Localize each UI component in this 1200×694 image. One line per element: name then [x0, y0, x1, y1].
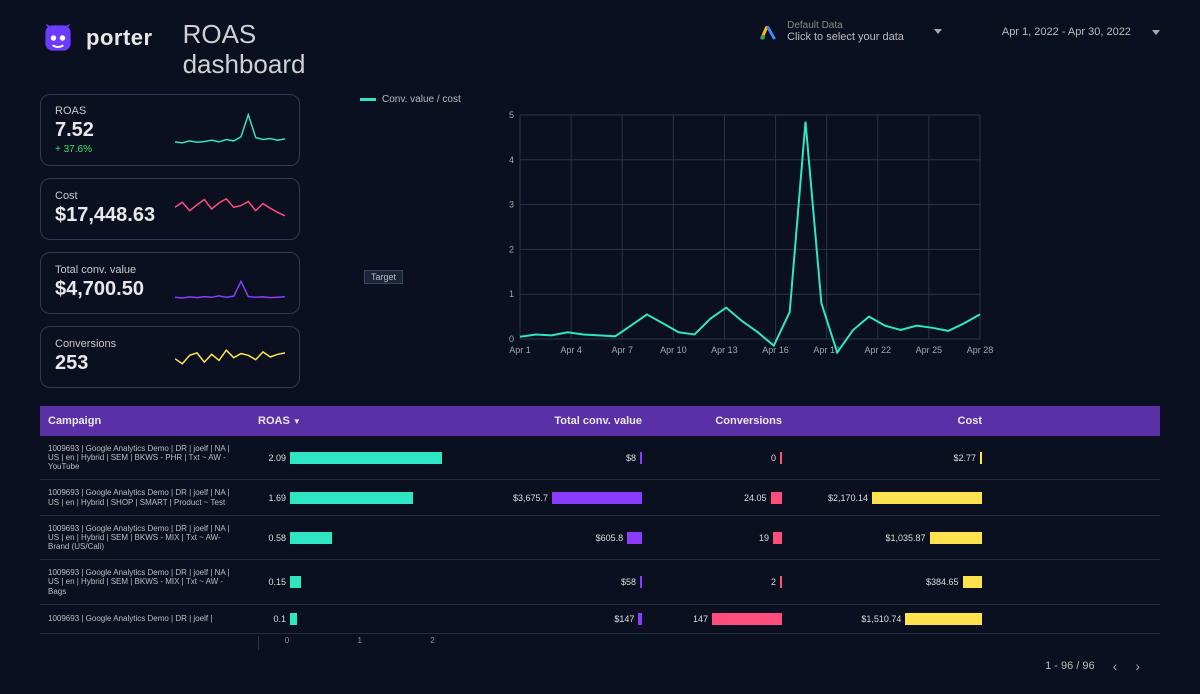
cell-cost: $2,170.14 — [790, 488, 990, 508]
date-range-label: Apr 1, 2022 - Apr 30, 2022 — [1002, 26, 1131, 38]
svg-text:Apr 13: Apr 13 — [711, 345, 738, 355]
cell-cost: $1,510.74 — [790, 609, 990, 629]
main-chart: Conv. value / cost 0 1 2 3 4 5 Apr 1 Apr 4 Apr 7… — [320, 94, 1160, 388]
table-row[interactable]: 1009693 | Google Analytics Demo | DR | j… — [40, 605, 1160, 634]
cell-tcv: $8 — [450, 448, 650, 468]
brand-name: porter — [86, 25, 153, 51]
cell-cost: $384.65 — [790, 572, 990, 592]
cell-conv: 2 — [650, 572, 790, 592]
kpi-label: Conversions — [55, 338, 116, 350]
cell-conv: 24.05 — [650, 488, 790, 508]
kpi-card-roas: ROAS 7.52 + 37.6% — [40, 94, 300, 166]
cell-campaign: 1009693 | Google Analytics Demo | DR | j… — [40, 440, 250, 476]
kpi-value: $4,700.50 — [55, 278, 144, 301]
brand-logo: porter — [40, 20, 153, 56]
cell-conv: 147 — [650, 609, 790, 629]
svg-text:Apr 22: Apr 22 — [865, 345, 892, 355]
cell-cost: $2.77 — [790, 448, 990, 468]
chevron-down-icon — [934, 29, 942, 34]
svg-text:Apr 28: Apr 28 — [967, 345, 994, 355]
line-chart: 0 1 2 3 4 5 Apr 1 Apr 4 Apr 7 Apr 10 Apr 13 Apr 16 A… — [320, 109, 1160, 359]
table-row[interactable]: 1009693 | Google Analytics Demo | DR | j… — [40, 516, 1160, 561]
kpi-label: Total conv. value — [55, 264, 144, 276]
svg-text:3: 3 — [509, 199, 514, 209]
table-row[interactable]: 1009693 | Google Analytics Demo | DR | j… — [40, 480, 1160, 515]
table-pager: 1 - 96 / 96 ‹ › — [40, 658, 1160, 674]
cell-campaign: 1009693 | Google Analytics Demo | DR | j… — [40, 610, 250, 627]
svg-text:Apr 1: Apr 1 — [509, 345, 531, 355]
data-source-sublabel: Default Data — [787, 20, 904, 31]
sparkline — [175, 113, 285, 147]
table-row[interactable]: 1009693 | Google Analytics Demo | DR | j… — [40, 436, 1160, 481]
sparkline — [175, 192, 285, 226]
chart-legend: Conv. value / cost — [360, 94, 1160, 105]
table-header: Campaign ROAS ▼ Total conv. value Conver… — [40, 406, 1160, 436]
svg-text:Apr 4: Apr 4 — [560, 345, 582, 355]
th-campaign[interactable]: Campaign — [40, 411, 250, 431]
cell-conv: 0 — [650, 448, 790, 468]
th-tcv[interactable]: Total conv. value — [450, 411, 650, 431]
cell-campaign: 1009693 | Google Analytics Demo | DR | j… — [40, 484, 250, 510]
svg-text:Apr 10: Apr 10 — [660, 345, 687, 355]
cell-roas: 2.09 — [250, 448, 450, 468]
svg-text:4: 4 — [509, 155, 514, 165]
date-range-picker[interactable]: Apr 1, 2022 - Apr 30, 2022 — [1002, 26, 1160, 38]
th-roas[interactable]: ROAS ▼ — [250, 411, 450, 431]
kpi-card-conv: Conversions 253 — [40, 326, 300, 388]
chevron-down-icon — [1152, 30, 1160, 35]
cell-roas: 0.1 — [250, 609, 450, 629]
table-row[interactable]: 1009693 | Google Analytics Demo | DR | j… — [40, 560, 1160, 605]
kpi-card-cost: Cost $17,448.63 — [40, 178, 300, 240]
legend-label: Conv. value / cost — [382, 94, 461, 105]
cell-roas: 1.69 — [250, 488, 450, 508]
pager-prev[interactable]: ‹ — [1113, 658, 1118, 674]
campaign-table: Campaign ROAS ▼ Total conv. value Conver… — [40, 406, 1160, 674]
kpi-label: Cost — [55, 190, 155, 202]
cell-tcv: $3,675.7 — [450, 488, 650, 508]
svg-text:2: 2 — [509, 244, 514, 254]
cell-roas: 0.15 — [250, 572, 450, 592]
kpi-delta: + 37.6% — [55, 144, 94, 155]
cell-tcv: $605.8 — [450, 528, 650, 548]
data-source-selector[interactable]: Default Data Click to select your data — [759, 20, 942, 43]
pager-text: 1 - 96 / 96 — [1045, 660, 1095, 672]
cell-tcv: $58 — [450, 572, 650, 592]
cell-cost: $1,035.87 — [790, 528, 990, 548]
svg-text:Apr 16: Apr 16 — [762, 345, 789, 355]
pager-next[interactable]: › — [1135, 658, 1140, 674]
porter-logo-icon — [40, 20, 76, 56]
cell-campaign: 1009693 | Google Analytics Demo | DR | j… — [40, 520, 250, 556]
svg-text:Apr 7: Apr 7 — [611, 345, 633, 355]
google-ads-icon — [759, 23, 777, 41]
th-cost[interactable]: Cost — [790, 411, 990, 431]
svg-text:1: 1 — [509, 289, 514, 299]
kpi-label: ROAS — [55, 105, 94, 117]
cell-campaign: 1009693 | Google Analytics Demo | DR | j… — [40, 564, 250, 600]
cell-tcv: $147 — [450, 609, 650, 629]
cell-conv: 19 — [650, 528, 790, 548]
svg-text:5: 5 — [509, 110, 514, 120]
th-conv[interactable]: Conversions — [650, 411, 790, 431]
svg-text:0: 0 — [509, 334, 514, 344]
target-label: Target — [364, 270, 403, 284]
kpi-card-tcv: Total conv. value $4,700.50 — [40, 252, 300, 314]
page-title: ROAS dashboard — [183, 20, 306, 80]
svg-text:Apr 25: Apr 25 — [916, 345, 943, 355]
kpi-value: 253 — [55, 352, 116, 375]
data-source-label: Click to select your data — [787, 31, 904, 43]
kpi-value: $17,448.63 — [55, 204, 155, 227]
sparkline — [175, 340, 285, 374]
kpi-value: 7.52 — [55, 119, 94, 142]
sparkline — [175, 266, 285, 300]
cell-roas: 0.58 — [250, 528, 450, 548]
